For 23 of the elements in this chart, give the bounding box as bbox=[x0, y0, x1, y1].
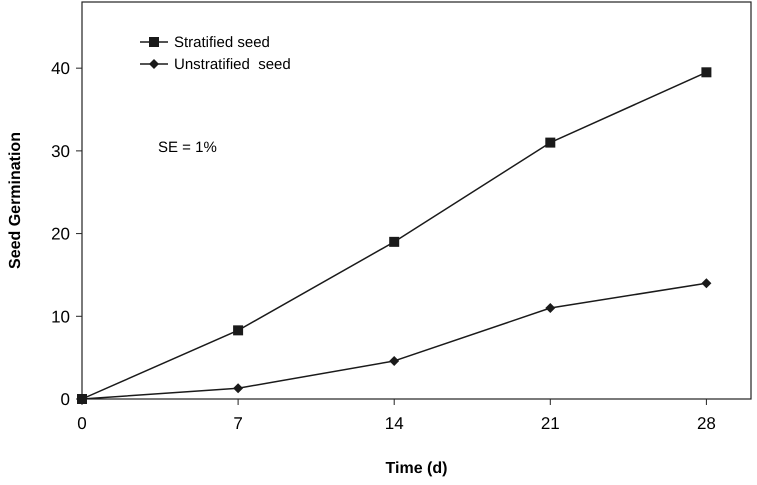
x-tick-label: 28 bbox=[696, 414, 716, 433]
annotation: SE = 1% bbox=[158, 139, 217, 156]
y-axis-title: Seed Germination bbox=[7, 132, 24, 269]
point bbox=[389, 356, 400, 366]
point bbox=[233, 383, 244, 394]
y-tick-label: 0 bbox=[60, 390, 70, 409]
x-tick-label: 21 bbox=[540, 414, 560, 433]
x-tick-label: 14 bbox=[384, 414, 404, 433]
point bbox=[545, 138, 556, 148]
y-tick-label: 10 bbox=[51, 307, 70, 326]
point bbox=[389, 236, 400, 247]
x-tick-label: 0 bbox=[77, 414, 87, 433]
point bbox=[233, 325, 244, 336]
y-tick-label: 40 bbox=[51, 59, 70, 78]
y-tick-label: 30 bbox=[51, 142, 70, 161]
point bbox=[545, 303, 556, 314]
legend-label: Stratified seed bbox=[174, 34, 270, 51]
y-tick-label: 20 bbox=[51, 224, 70, 244]
legend-label: Unstratified seed bbox=[174, 56, 291, 73]
point bbox=[701, 67, 712, 78]
x-tick-label: 7 bbox=[233, 414, 243, 433]
point bbox=[701, 278, 712, 288]
x-axis-title: Time (d) bbox=[386, 460, 448, 477]
